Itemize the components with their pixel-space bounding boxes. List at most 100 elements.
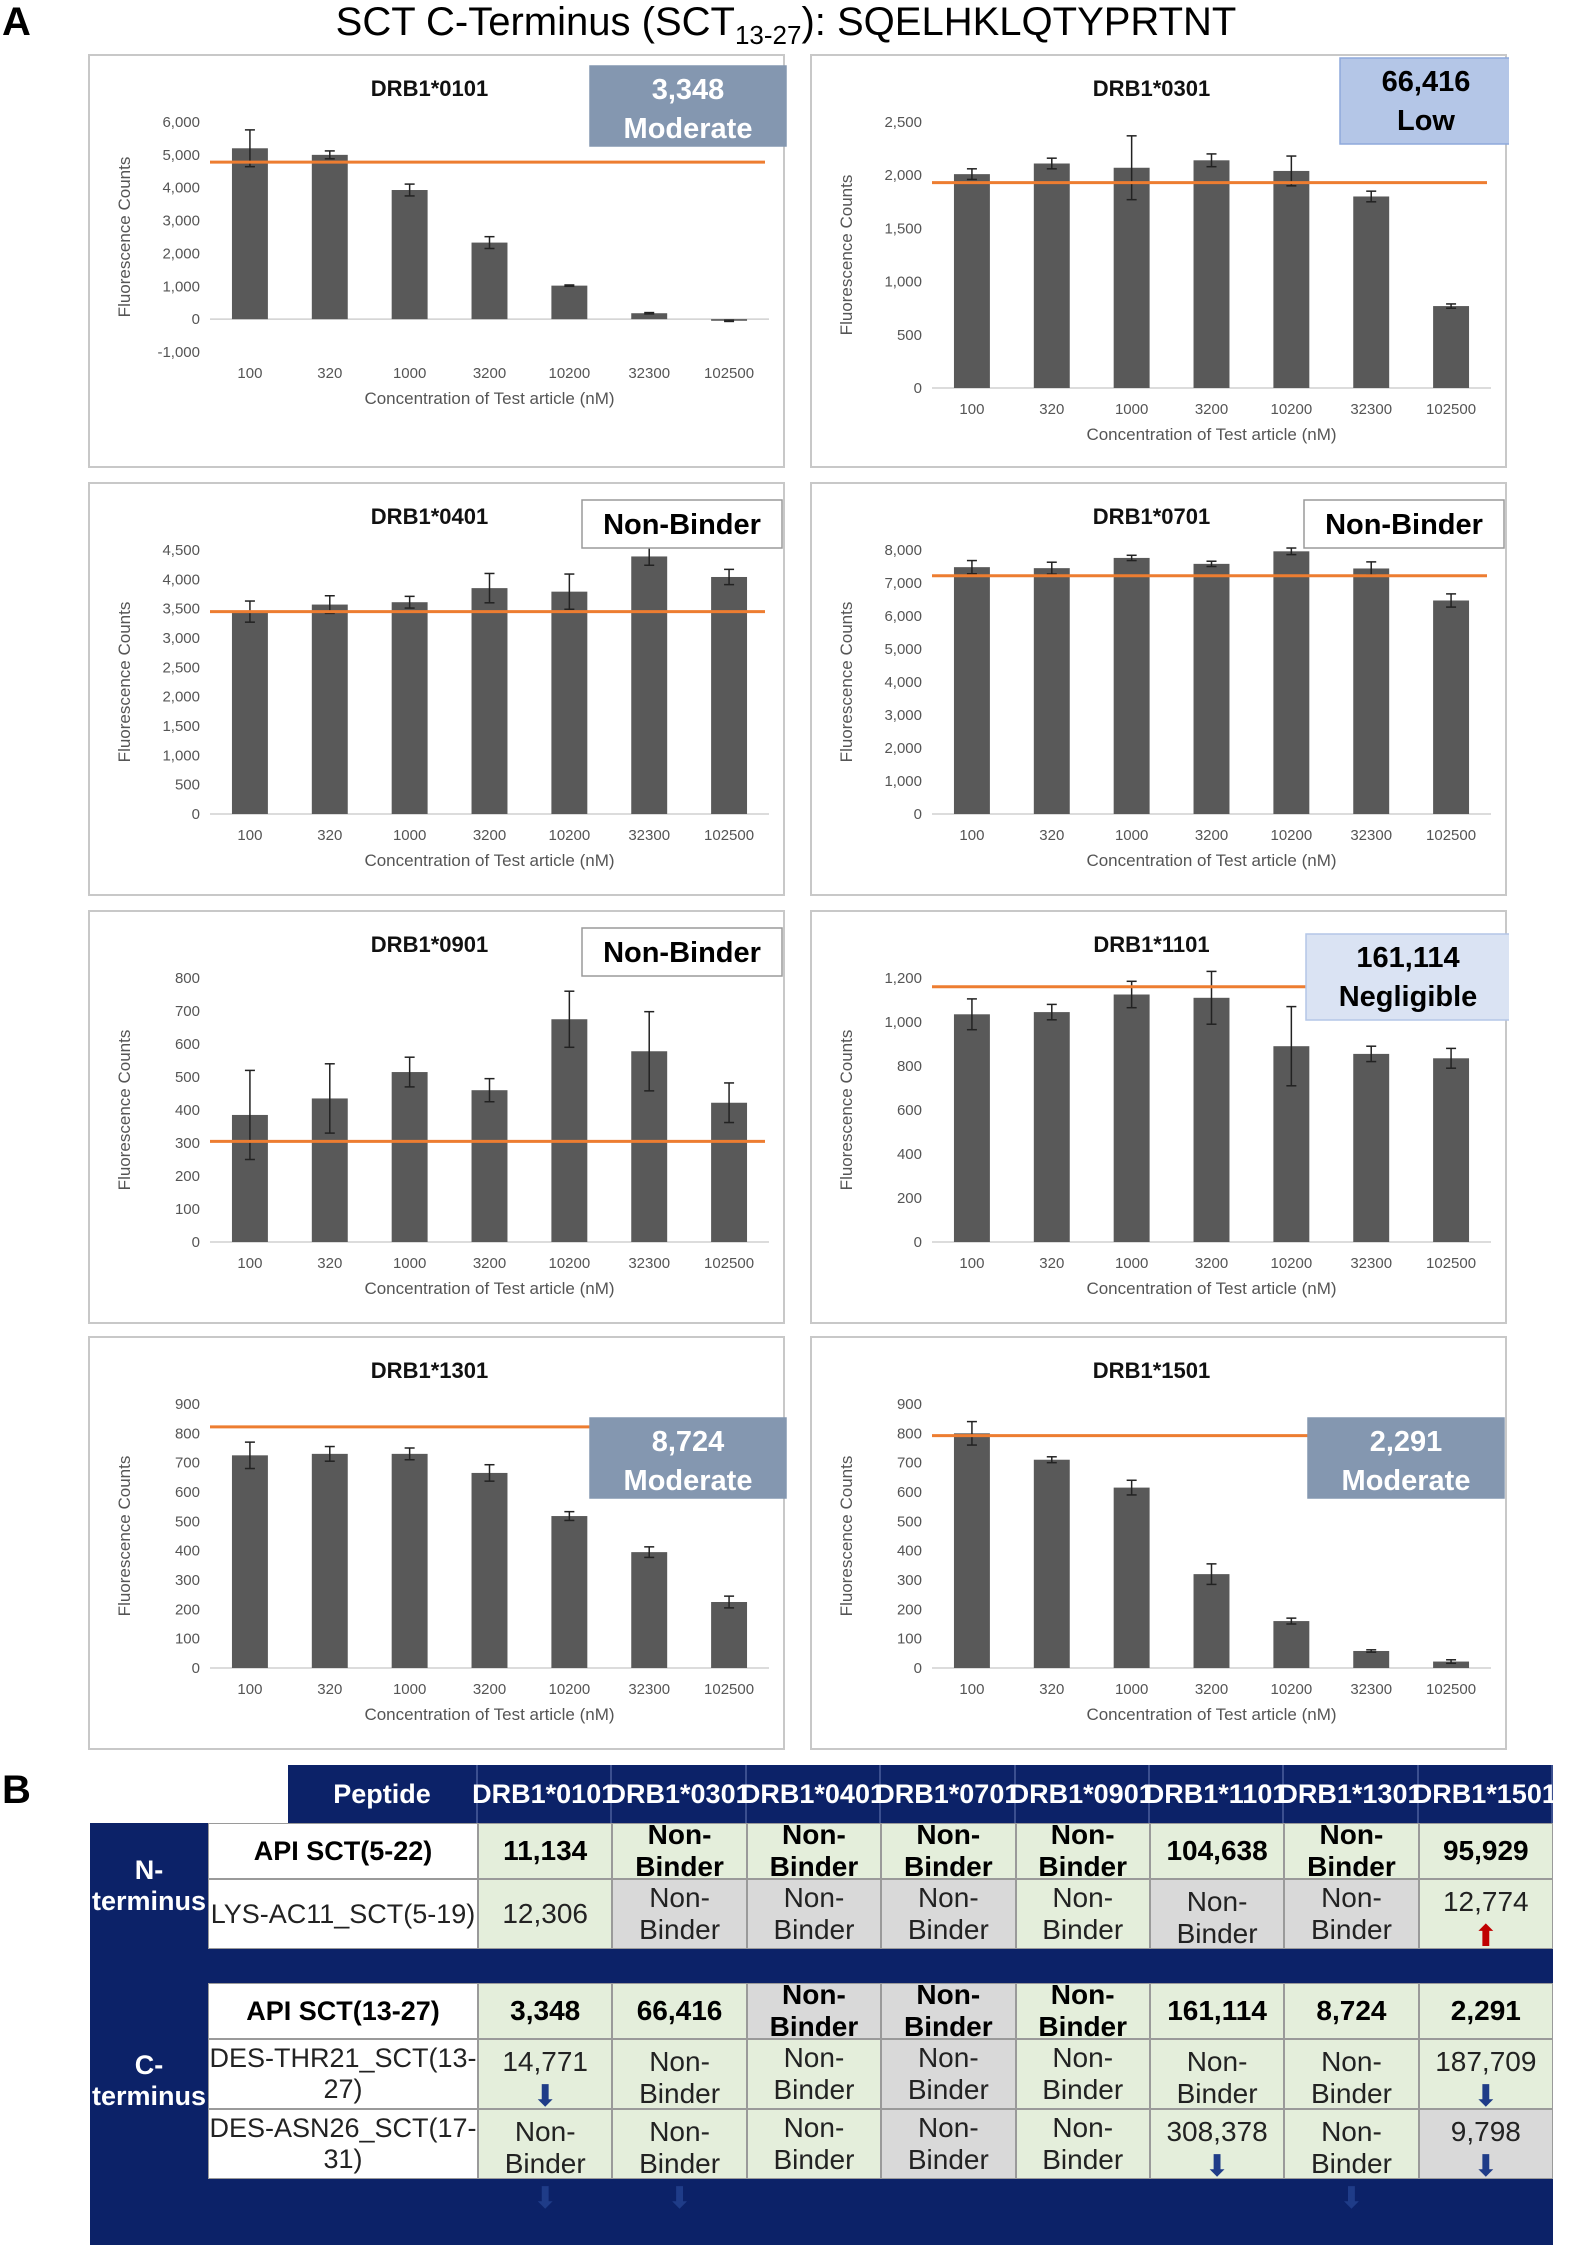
bar [551,1019,588,1242]
y-tick-label: 0 [914,1234,922,1251]
x-tick-label: 102500 [1426,401,1476,418]
x-tick-label: 102500 [1426,1255,1476,1272]
table-cell: Non-Binder⬇ [1284,2039,1419,2144]
column-header: DRB1*0701 [875,1765,1019,1823]
x-tick-label: 100 [237,1681,262,1698]
x-tick-label: 102500 [1426,1681,1476,1698]
cell-value: Non-Binder [1176,1886,1258,1949]
table-cell: 14,771 ⬇ [478,2039,613,2112]
arrow-down-icon: ⬇ [1204,2150,1230,2183]
column-header: DRB1*0101 [472,1765,616,1823]
y-tick-label: 200 [897,1601,922,1618]
chart-title: DRB1*0901 [371,932,488,957]
x-tick-label: 10200 [1270,1255,1312,1272]
chart-panel: DRB1*1501 0 100 200 300 400 500 600 700 800 900 100… [810,1336,1507,1750]
y-tick-label: 1,500 [162,718,200,735]
chart-svg: DRB1*0401 0 500 1,000 1,500 2,000 2,500 3,000 3,… [115,499,783,870]
cell-value: Non-Binder [1038,1819,1128,1882]
x-tick-label: 32300 [1350,1681,1392,1698]
bar [231,148,268,320]
y-tick-label: 2,000 [162,245,200,262]
header-peptide: Peptide [288,1765,478,1823]
panel-a-label: A [2,0,31,44]
table-cell: 104,638 [1149,1823,1285,1879]
table-cell: Non-Binder [746,2039,882,2109]
y-tick-label: 100 [897,1631,922,1648]
cell-value: 12,774 [1442,1886,1529,1917]
chart-title: DRB1*1301 [371,1358,488,1383]
table-cell: 95,929 [1418,1823,1553,1879]
badge-label: Non-Binder [603,509,761,541]
x-tick-label: 100 [959,1681,984,1698]
panel-b-label: B [2,1768,31,1812]
table-cell: 66,416 [612,1983,747,2039]
y-tick-label: 3,500 [162,601,200,618]
binding-badge [1339,57,1509,145]
group-label: N-terminus [90,1823,208,1949]
y-tick-label: 1,500 [884,220,922,237]
cell-value: 187,709 [1435,2046,1537,2077]
arrow-down-icon: ⬇ [532,2182,558,2215]
figure-title: SCT C-Terminus (SCT13-27): SQELHKLQTYPRT… [0,0,1572,51]
bar [471,588,508,814]
y-tick-label: 700 [897,1455,922,1472]
group-label: C-terminus [90,1983,208,2179]
bar [953,174,990,388]
column-header: DRB1*0401 [741,1765,885,1823]
table-cell: Non-Binder [1015,2109,1150,2179]
chart-svg: DRB1*0901 0 100 200 300 400 500 600 700 800 100 320… [115,927,783,1298]
x-tick-label: 1000 [393,1681,426,1698]
table-cell: Non-Binder [1015,2039,1150,2109]
cell-value: Non-Binder [635,1819,724,1882]
x-tick-label: 10200 [1270,827,1312,844]
x-tick-label: 100 [959,401,984,418]
cell-value: Non-Binder [1176,2046,1258,2109]
chart-title: DRB1*0101 [371,76,488,101]
bar [1433,306,1470,388]
cell-value: 9,798 [1450,2116,1521,2147]
x-tick-label: 1000 [1115,827,1148,844]
bar [953,567,990,814]
table-cell: Non-Binder [881,1819,1016,1882]
x-tick-label: 10200 [1270,401,1312,418]
arrow-down-icon: ⬇ [666,2182,693,2215]
table-cell: Non-Binder [1015,1979,1150,2042]
y-tick-label: 2,500 [162,659,200,676]
x-tick-label: 32300 [1350,1255,1392,1272]
bar [1033,163,1070,388]
y-axis-title: Fluorescence Counts [837,1030,856,1191]
x-tick-label: 320 [1039,1681,1064,1698]
bar [953,1014,990,1242]
chart-title: DRB1*1101 [1093,932,1209,957]
x-tick-label: 1000 [1115,1681,1148,1698]
y-tick-label: 2,000 [884,740,922,757]
y-tick-label: 900 [175,1396,200,1413]
y-tick-label: 4,000 [884,674,922,691]
bar [1353,196,1390,388]
bar [1193,160,1230,388]
cell-value: Non-Binder [1042,1882,1124,1945]
x-axis-title: Concentration of Test article (nM) [364,1705,614,1724]
bar [1433,600,1470,814]
x-tick-label: 10200 [1270,1681,1312,1698]
x-tick-label: 100 [959,1255,984,1272]
bar [551,1516,588,1668]
bar [631,313,668,320]
bar [631,556,668,814]
y-tick-label: 200 [175,1168,200,1185]
figure-title-subscript: 13-27 [734,20,802,50]
cell-value: Non-Binder [773,2112,855,2175]
bar [1193,997,1230,1242]
x-tick-label: 1000 [393,1255,426,1272]
x-tick-label: 320 [1039,827,1064,844]
y-tick-label: 2,000 [162,689,200,706]
table-cell: Non-Binder [1015,1879,1150,1949]
y-axis-title: Fluorescence Counts [115,157,134,318]
y-tick-label: 1,000 [884,274,922,291]
x-tick-label: 3200 [473,365,506,382]
y-tick-label: 800 [175,970,200,987]
y-tick-label: 300 [175,1572,200,1589]
binding-badge [581,499,783,549]
x-tick-label: 3200 [1195,1255,1228,1272]
y-tick-label: 400 [175,1543,200,1560]
